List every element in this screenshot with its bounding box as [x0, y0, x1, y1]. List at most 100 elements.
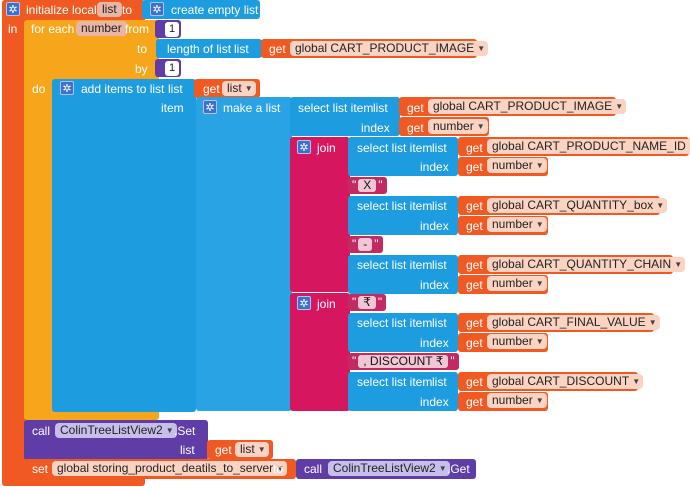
length-of-list-label: length of list: [167, 42, 232, 56]
get-label: get: [466, 160, 483, 174]
var-cart-product-name-id[interactable]: global CART_PRODUCT_NAME_ID▼: [487, 139, 690, 154]
init-in-label: in: [8, 22, 18, 36]
var-number-1[interactable]: number ▼: [487, 158, 547, 173]
set-to-label: to: [273, 462, 284, 476]
var-cart-quantity-box[interactable]: global CART_QUANTITY_box ▼: [487, 198, 668, 213]
var-cart-product-image[interactable]: global CART_PRODUCT_IMAGE ▼: [290, 41, 489, 56]
select-list-item-block-qty-chain[interactable]: [348, 255, 458, 294]
select-index-label: index: [420, 336, 449, 350]
select-list-item-block-discount[interactable]: [348, 372, 458, 411]
item-label: item: [161, 101, 184, 115]
do-label: do: [32, 82, 46, 96]
create-empty-list-block[interactable]: [142, 0, 260, 19]
add-items-to-list-block[interactable]: [52, 79, 196, 412]
get-label: get: [466, 336, 483, 350]
set-label: set: [32, 462, 49, 476]
select-list-item-block-image[interactable]: [290, 97, 400, 136]
var-number-5[interactable]: number ▼: [487, 393, 547, 408]
select-label: select list item: [357, 141, 433, 155]
select-list-label: list: [432, 316, 447, 330]
init-label: initialize local: [26, 3, 97, 17]
make-list-gear-icon[interactable]: ✲: [203, 100, 217, 114]
var-cart-final-value[interactable]: global CART_FINAL_VALUE ▼: [487, 315, 660, 330]
select-index-label: index: [420, 160, 449, 174]
call-label: call: [304, 462, 323, 476]
get-label: get: [407, 101, 424, 115]
get-label: get: [466, 258, 483, 272]
string-dash-block[interactable]: " - ": [348, 236, 383, 253]
call-label: call: [32, 424, 51, 438]
init-to-label: to: [122, 3, 133, 17]
join1-gear-icon[interactable]: ✲: [297, 140, 311, 154]
get-label: get: [466, 141, 483, 155]
select-label: select list item: [357, 316, 433, 330]
from-label: from: [125, 22, 149, 36]
var-cart-discount[interactable]: global CART_DISCOUNT ▼: [487, 374, 644, 389]
var-list[interactable]: list ▼: [222, 81, 256, 96]
var-number-0[interactable]: number ▼: [428, 119, 488, 134]
from-number-value[interactable]: 1: [165, 22, 179, 37]
for-each-var[interactable]: number: [76, 21, 127, 36]
var-cart-product-image-2[interactable]: global CART_PRODUCT_IMAGE ▼: [428, 99, 627, 114]
join2-label: join: [317, 297, 336, 311]
to-label: to: [137, 42, 148, 56]
add-items-gear-icon[interactable]: ✲: [60, 81, 74, 95]
length-list-label: list: [234, 42, 249, 56]
make-list-label: make a list: [223, 101, 281, 115]
join-block-2[interactable]: [290, 293, 350, 411]
var-number-2[interactable]: number ▼: [487, 217, 547, 232]
select-index-label: index: [420, 219, 449, 233]
get-label: get: [466, 219, 483, 233]
by-number-value[interactable]: 1: [165, 61, 179, 76]
select-index-label: index: [361, 121, 390, 135]
join1-label: join: [317, 141, 336, 155]
create-list-gear-icon[interactable]: ✲: [150, 2, 164, 16]
get-label: get: [407, 121, 424, 135]
get-label: get: [203, 82, 220, 96]
init-gear-icon[interactable]: ✲: [6, 2, 20, 16]
add-items-label: add items to list: [81, 82, 165, 96]
select-list-item-block-name[interactable]: [348, 137, 458, 176]
select-index-label: index: [420, 395, 449, 409]
make-a-list-block[interactable]: [196, 97, 292, 411]
get-label: get: [269, 42, 286, 56]
var-number-4[interactable]: number ▼: [487, 334, 547, 349]
get-label: get: [466, 395, 483, 409]
var-storing-product-details[interactable]: global storing_product_deatils_to_server…: [52, 461, 288, 476]
var-cart-quantity-chain[interactable]: global CART_QUANTITY_CHAIN ▼: [487, 257, 686, 272]
select-list-label: list: [432, 199, 447, 213]
create-empty-list-label: create empty list: [171, 3, 259, 17]
select-label: select list item: [298, 101, 374, 115]
add-items-list-label: list: [168, 82, 183, 96]
set-method-label: .Set: [174, 424, 196, 438]
select-list-label: list: [432, 375, 447, 389]
select-list-item-block-qty-box[interactable]: [348, 196, 458, 235]
select-list-item-block-final[interactable]: [348, 313, 458, 352]
join-block-1[interactable]: [290, 137, 350, 292]
string-discount-block[interactable]: ", DISCOUNT ₹ ": [348, 353, 459, 370]
string-x-block[interactable]: " X ": [348, 177, 387, 194]
by-label: by: [135, 62, 148, 76]
var-number-3[interactable]: number ▼: [487, 276, 547, 291]
select-list-label: list: [432, 141, 447, 155]
get-label: get: [466, 199, 483, 213]
component-colintreelistview2[interactable]: ColinTreeListView2 ▼: [55, 423, 177, 438]
get-method-label: .Get: [447, 462, 470, 476]
length-of-list-block[interactable]: [156, 39, 262, 58]
string-rupee-block[interactable]: " ₹ ": [348, 294, 387, 311]
get-label: get: [466, 375, 483, 389]
join2-gear-icon[interactable]: ✲: [297, 296, 311, 310]
select-label: select list item: [357, 258, 433, 272]
init-var-name[interactable]: list: [97, 2, 122, 17]
select-list-label: list: [373, 101, 388, 115]
select-label: select list item: [357, 375, 433, 389]
component-colintreelistview2-get[interactable]: ColinTreeListView2 ▼: [328, 461, 450, 476]
get-label: get: [466, 278, 483, 292]
get-label: get: [215, 443, 232, 457]
get-label: get: [466, 316, 483, 330]
call-list-param-label: list: [180, 443, 195, 457]
select-index-label: index: [420, 278, 449, 292]
for-each-label: for each: [31, 22, 75, 36]
var-list-2[interactable]: list ▼: [235, 442, 269, 457]
select-list-label: list: [432, 258, 447, 272]
